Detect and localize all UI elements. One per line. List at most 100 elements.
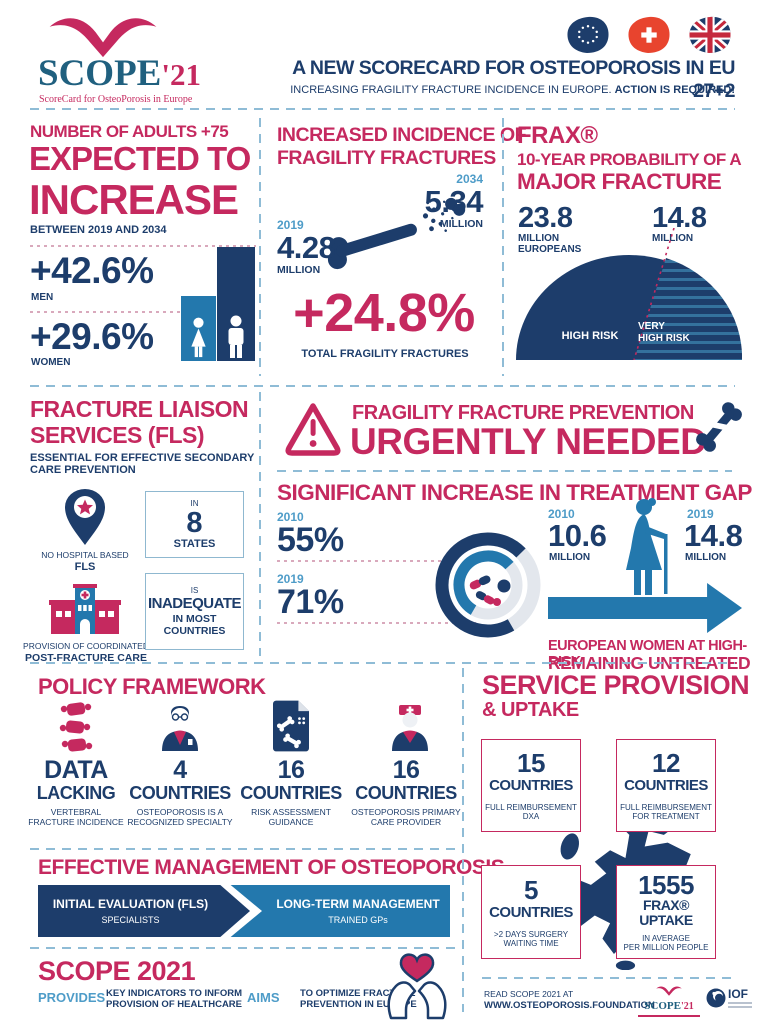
box-label1: FRAX®: [643, 897, 689, 913]
inadequate-box-value: INADEQUATE: [147, 595, 242, 612]
stage2-line2: TRAINED GPs: [328, 915, 388, 925]
policy-item-label: COUNTRIES: [129, 783, 231, 803]
policy-item-value: DATA: [44, 756, 108, 784]
box-label: COUNTRIES: [489, 903, 573, 921]
footer-read-label: READ SCOPE 2021 AT: [484, 989, 574, 999]
management-stage1-block: [38, 885, 250, 937]
pills-icon: [469, 575, 511, 606]
women-2019-year: 2019: [687, 507, 714, 521]
iof-circle-icon: [706, 988, 726, 1008]
box-value: 1555: [638, 870, 694, 900]
stage1-line2: SPECIALISTS: [101, 915, 160, 925]
iof-label: IOF: [728, 987, 748, 1001]
box-value: 5: [524, 874, 538, 905]
divider: [30, 947, 455, 949]
iof-text-block: IOF: [728, 988, 752, 1008]
box-cap2: PER MILLION PEOPLE: [623, 943, 709, 952]
gap-2010-year: 2010: [277, 510, 304, 524]
adults-kicker: NUMBER OF ADULTS +75: [30, 122, 229, 141]
risk-dome-chart: [516, 228, 742, 360]
logo-tagline: ScoreCard for OsteoPorosis in Europe: [39, 94, 193, 105]
women-2010-year: 2010: [548, 507, 575, 521]
divider: [277, 470, 732, 472]
scope2021-title: SCOPE 2021: [38, 956, 196, 986]
service-box-dxa: 15 COUNTRIES FULL REIMBURSEMENT DXA: [481, 739, 581, 832]
very-high-risk-label-2: HIGH RISK: [638, 333, 690, 344]
service-box-frax-uptake: 1555 FRAX® UPTAKE IN AVERAGE PER MILLION…: [616, 865, 716, 959]
women-2019-value: 14.8: [684, 518, 743, 553]
treatment-gap-donut-chart: [435, 532, 541, 638]
policy-item-cap1: RISK ASSESSMENT: [251, 807, 331, 817]
gap-2019-value: 71%: [277, 583, 344, 621]
adults-period: BETWEEN 2019 AND 2034: [30, 224, 167, 236]
adults-headline-1: EXPECTED TO: [29, 140, 251, 177]
mini-logo-underline: [638, 1015, 700, 1017]
guidance-document-icon: [273, 700, 309, 752]
header-subtitle-bold: ACTION IS REQUIRED!: [614, 84, 735, 96]
box-cap1: IN AVERAGE: [642, 934, 690, 943]
warning-icon: [285, 403, 341, 456]
scope-logo: SCOPE'21: [38, 52, 201, 95]
box-cap2: WAITING TIME: [503, 938, 559, 948]
gap-2010-value: 55%: [277, 521, 344, 559]
iof-tagline-line: [728, 1006, 752, 1008]
frax-sub-1: 10-YEAR PROBABILITY OF A: [517, 150, 742, 169]
iof-tagline-line: [728, 1002, 752, 1004]
unit-2034: MILLION: [439, 218, 483, 230]
fractures-2019-stat: 2019 4.28 MILLION: [277, 218, 336, 276]
divider: [259, 392, 261, 656]
policy-item-value: 16: [277, 756, 305, 784]
map-pin-icon: [65, 489, 105, 545]
scope-mini-logo: SCOPE'21: [638, 985, 700, 1017]
policy-item-cap2: RECOGNIZED SPECIALTY: [127, 817, 233, 827]
box-label: COUNTRIES: [624, 777, 708, 794]
no-hospital-caption: NO HOSPITAL BASED: [41, 550, 129, 560]
inadequate-box-top: IS: [190, 586, 199, 595]
policy-item-cap1: OSTEOPOROSIS PRIMARY: [351, 807, 461, 817]
box-value: 12: [652, 748, 680, 778]
very-high-unit: MILLION: [652, 233, 694, 244]
divider: [30, 108, 735, 110]
fractures-total-label: TOTAL FRAGILITY FRACTURES: [301, 348, 469, 360]
management-title: EFFECTIVE MANAGEMENT OF OSTEOPOROSIS: [38, 856, 505, 879]
high-unit2: EUROPEANS: [518, 244, 582, 255]
woman-icon: [191, 317, 206, 358]
service-title-1: SERVICE PROVISION: [482, 670, 750, 700]
year-2034: 2034: [456, 172, 483, 186]
men-value: +42.6%: [30, 250, 154, 291]
bone-icon: [696, 402, 742, 452]
adults-headline-2: INCREASE: [29, 176, 239, 223]
service-box-treatment: 12 COUNTRIES FULL REIMBURSEMENT FOR TREA…: [616, 739, 716, 832]
policy-item-cap2: GUIDANCE: [268, 817, 314, 827]
box-cap1: >2 DAYS SURGERY: [493, 929, 569, 939]
gap-2019-year: 2019: [277, 572, 304, 586]
header-subtitle-text: INCREASING FRAGILITY FRACTURE INCIDENCE …: [290, 84, 615, 96]
divider: [30, 385, 735, 387]
divider: [462, 668, 464, 1012]
high-risk-label: HIGH RISK: [561, 330, 619, 342]
mini-logo-year: '21: [680, 1001, 694, 1012]
footer-website[interactable]: WWW.OSTEOPOROSIS.FOUNDATION: [484, 1000, 655, 1011]
box-cap2: FOR TREATMENT: [632, 812, 700, 821]
switzerland-flag-icon: [628, 16, 670, 53]
box-label2: UPTAKE: [639, 912, 693, 928]
policy-item-value: 16: [392, 756, 420, 784]
box-cap1: FULL REIMBURSEMENT: [485, 803, 577, 812]
value-2019: 4.28: [277, 230, 336, 265]
stage1-line1: INITIAL EVALUATION (FLS): [52, 897, 209, 911]
frax-title: FRAX®: [517, 122, 598, 149]
fractures-total-value: +24.8%: [293, 283, 475, 343]
women-2010-value: 10.6: [548, 518, 607, 553]
policy-item-label: COUNTRIES: [355, 783, 457, 803]
scope-mini-text: SCOPE'21: [638, 996, 700, 1014]
stage2-line1: LONG-TERM MANAGEMENT: [276, 897, 440, 911]
post-fracture-caption-bold: POST-FRACTURE CARE: [25, 652, 147, 664]
box-cap1: FULL REIMBURSEMENT: [620, 803, 712, 812]
eu-flag-icon: [567, 16, 609, 53]
logo-name: SCOPE: [38, 53, 162, 94]
inadequate-box: IS INADEQUATE IN MOST COUNTRIES: [145, 573, 244, 650]
men-label: MEN: [31, 292, 54, 303]
hands-heart-icon: [387, 953, 447, 1020]
women-2019-unit: MILLION: [685, 552, 727, 563]
